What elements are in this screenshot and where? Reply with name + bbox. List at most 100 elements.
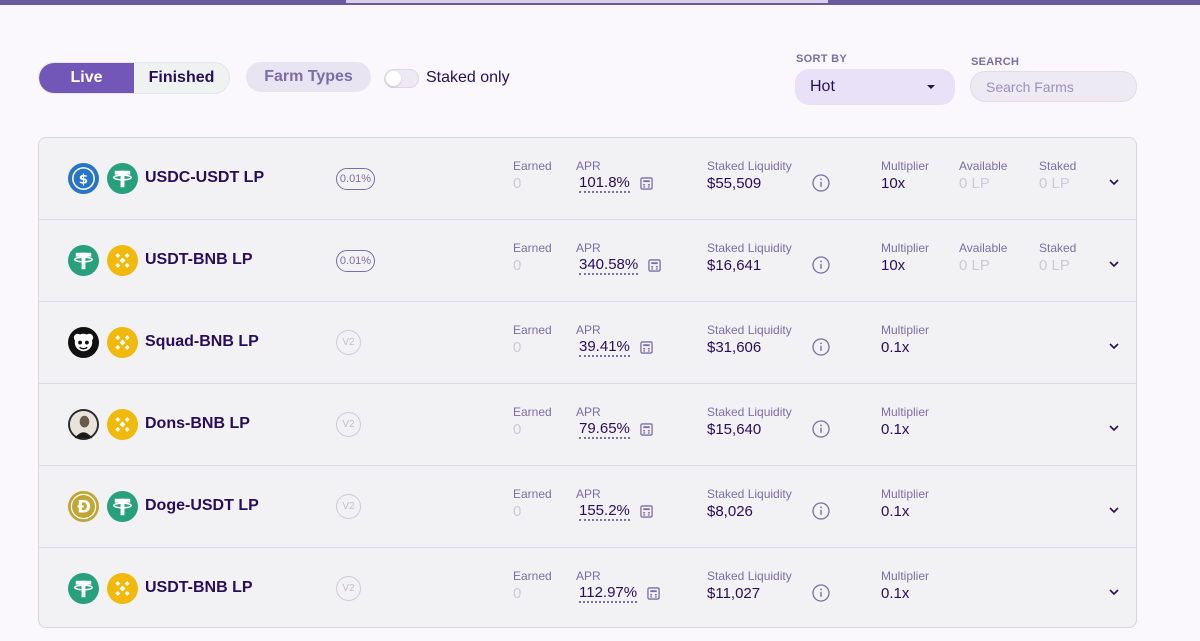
liquidity-label: Staked Liquidity [707, 487, 792, 501]
calculator-icon[interactable] [640, 341, 653, 354]
usdt-icon [107, 491, 138, 522]
apr-value[interactable]: 101.8% [579, 174, 630, 193]
multiplier-label: Multiplier [881, 405, 930, 419]
liquidity-label: Staked Liquidity [707, 569, 792, 583]
calculator-icon[interactable] [647, 587, 660, 600]
calculator-icon[interactable] [640, 177, 653, 190]
staked-label: Staked [1039, 241, 1077, 255]
earned-value: 0 [513, 503, 522, 520]
top-nav-bar [0, 0, 1200, 5]
farm-types-button[interactable]: Farm Types [246, 62, 371, 92]
staked-only-switch[interactable] [384, 69, 419, 88]
earned-label: Earned [513, 323, 552, 337]
farm-row[interactable]: USDT-BNB LP 0.01% Earned 0 APR 340.58% Staked … [39, 220, 1136, 302]
multiplier-value: 0.1x [881, 585, 910, 602]
doge-icon: Ð [68, 491, 99, 522]
apr-label: APR [576, 323, 601, 337]
info-icon[interactable] [812, 584, 830, 602]
earned-value: 0 [513, 421, 522, 438]
earned-label: Earned [513, 569, 552, 583]
farm-row[interactable]: USDT-BNB LP V2 Earned 0 APR 112.97% Staked Liq… [39, 548, 1136, 627]
liquidity-value: $55,509 [707, 175, 762, 192]
multiplier-value: 10x [881, 257, 906, 274]
farm-row[interactable]: $ USDC-USDT LP 0.01% Earned 0 APR 101.8% Staked… [39, 138, 1136, 220]
multiplier-value: 0.1x [881, 421, 910, 438]
liquidity-value: $16,641 [707, 257, 762, 274]
switch-knob [386, 71, 401, 86]
finished-tab[interactable]: Finished [148, 69, 215, 86]
chevron-down-icon[interactable] [1108, 502, 1120, 514]
top-nav-highlight [346, 0, 828, 3]
apr-value[interactable]: 340.58% [579, 256, 639, 275]
multiplier-label: Multiplier [881, 487, 930, 501]
apr-label: APR [576, 487, 601, 501]
farm-row[interactable]: Dons-BNB LP V2 Earned 0 APR 79.65% Staked Liqu… [39, 384, 1136, 466]
apr-label: APR [576, 405, 601, 419]
usdt-icon [68, 573, 99, 604]
earned-label: Earned [513, 405, 552, 419]
apr-label: APR [576, 569, 601, 583]
sort-by-label: SORT BY [796, 53, 847, 65]
available-value: 0 LP [959, 175, 990, 192]
pair-name: USDT-BNB LP [145, 579, 253, 596]
pair-name: Doge-USDT LP [145, 497, 259, 514]
liquidity-value: $15,640 [707, 421, 762, 438]
usdt-icon [68, 245, 99, 276]
calculator-icon[interactable] [640, 505, 653, 518]
live-tab[interactable]: Live [39, 63, 134, 93]
available-label: Available [959, 241, 1008, 255]
multiplier-label: Multiplier [881, 323, 930, 337]
multiplier-label: Multiplier [881, 241, 930, 255]
bnb-icon [107, 573, 138, 604]
info-icon[interactable] [812, 256, 830, 274]
available-value: 0 LP [959, 257, 990, 274]
calculator-icon[interactable] [640, 423, 653, 436]
info-icon[interactable] [812, 502, 830, 520]
apr-value[interactable]: 112.97% [579, 584, 638, 603]
search-input[interactable] [970, 71, 1137, 102]
usdc-icon: $ [68, 163, 99, 194]
sort-select[interactable]: Hot [795, 69, 955, 105]
farm-row[interactable]: Ð Doge-USDT LP V2 Earned 0 APR 155.2% Staked Li… [39, 466, 1136, 548]
chevron-down-icon[interactable] [1108, 338, 1120, 350]
chevron-down-icon[interactable] [1108, 256, 1120, 268]
earned-value: 0 [513, 585, 522, 602]
farms-table: $ USDC-USDT LP 0.01% Earned 0 APR 101.8% Staked… [38, 137, 1137, 628]
apr-label: APR [576, 159, 601, 173]
chevron-down-icon[interactable] [1108, 584, 1120, 596]
calculator-icon[interactable] [648, 259, 661, 272]
pair-name: USDC-USDT LP [145, 169, 265, 186]
info-icon[interactable] [812, 174, 830, 192]
usdt-icon [107, 163, 138, 194]
svg-text:Ð: Ð [77, 497, 91, 516]
pair-name: Dons-BNB LP [145, 415, 250, 432]
pair-name: USDT-BNB LP [145, 251, 253, 268]
bnb-icon [107, 409, 138, 440]
squad-icon [68, 327, 99, 358]
apr-value[interactable]: 79.65% [579, 420, 630, 439]
dons-icon [68, 409, 99, 440]
info-icon[interactable] [812, 420, 830, 438]
apr-label: APR [576, 241, 601, 255]
farm-row[interactable]: Squad-BNB LP V2 Earned 0 APR 39.41% Staked Liq… [39, 302, 1136, 384]
staked-only-label: Staked only [426, 69, 510, 86]
liquidity-label: Staked Liquidity [707, 405, 792, 419]
chevron-down-icon[interactable] [1108, 174, 1120, 186]
available-label: Available [959, 159, 1008, 173]
earned-value: 0 [513, 257, 522, 274]
apr-value[interactable]: 155.2% [579, 502, 630, 521]
apr-value[interactable]: 39.41% [579, 338, 630, 357]
multiplier-label: Multiplier [881, 569, 930, 583]
earned-label: Earned [513, 241, 552, 255]
version-badge: V2 [336, 412, 361, 437]
earned-label: Earned [513, 487, 552, 501]
info-icon[interactable] [812, 338, 830, 356]
chevron-down-icon[interactable] [1108, 420, 1120, 432]
caret-down-icon [927, 85, 935, 89]
liquidity-value: $31,606 [707, 339, 762, 356]
pair-name: Squad-BNB LP [145, 333, 259, 350]
liquidity-value: $11,027 [707, 585, 761, 602]
bnb-icon [107, 245, 138, 276]
sort-value: Hot [810, 78, 835, 95]
earned-value: 0 [513, 339, 522, 356]
